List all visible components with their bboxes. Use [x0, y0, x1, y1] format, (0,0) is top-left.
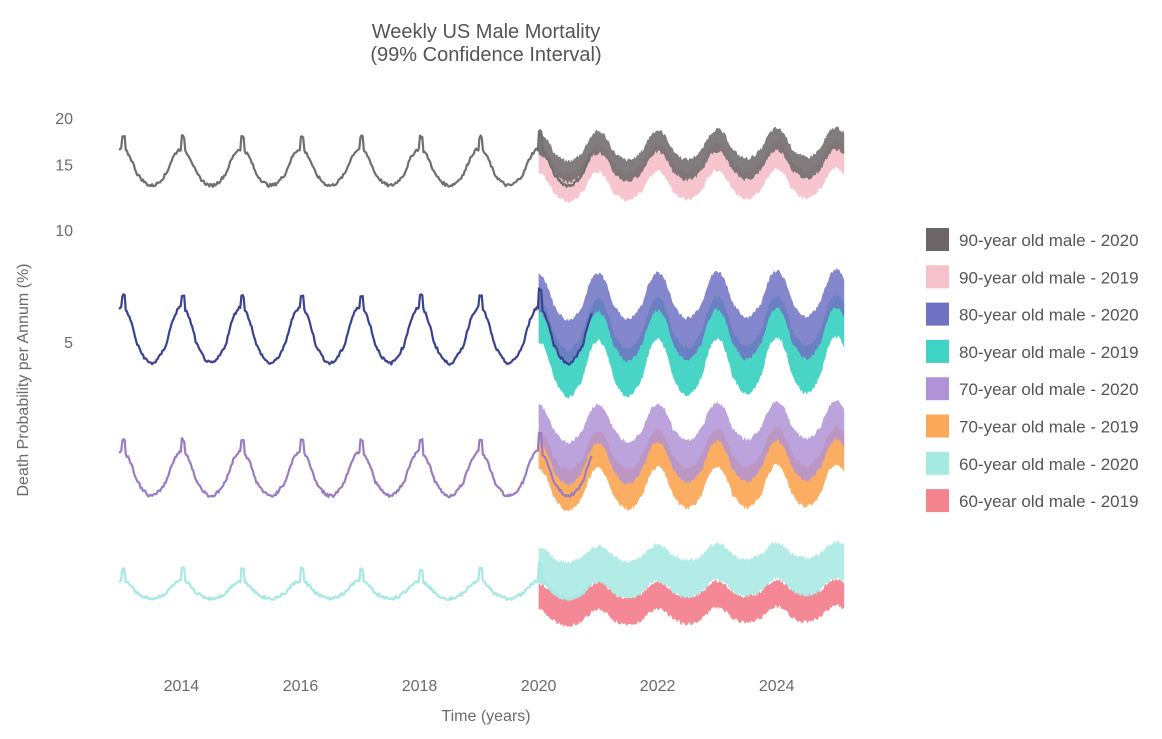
series-90-year-old-male — [118, 126, 845, 204]
legend-label: 60-year old male - 2019 — [959, 492, 1139, 511]
legend-label: 80-year old male - 2020 — [959, 306, 1139, 325]
legend-swatch — [926, 489, 949, 513]
history-line-60-year-old-male — [118, 561, 593, 602]
y-tick-label: 10 — [55, 223, 73, 240]
band-60-year-old-male---2020 — [538, 540, 845, 601]
legend-label: 60-year old male - 2020 — [959, 455, 1139, 474]
y-tick-label: 15 — [55, 157, 73, 174]
x-axis-title: Time (years) — [441, 708, 530, 725]
x-tick-label: 2020 — [521, 678, 557, 695]
legend-label: 90-year old male - 2019 — [959, 268, 1139, 287]
chart-title: Weekly US Male Mortality — [372, 21, 601, 43]
legend-label: 80-year old male - 2019 — [959, 343, 1139, 362]
legend-swatch — [926, 302, 949, 326]
band-70-year-old-male---2020 — [538, 399, 845, 487]
x-tick-label: 2018 — [402, 678, 438, 695]
legend-swatch — [926, 228, 949, 251]
band-60-year-old-male---2019 — [538, 577, 845, 628]
y-tick-label: 5 — [64, 335, 73, 352]
history-line-90-year-old-male — [118, 129, 593, 188]
legend-label: 70-year old male - 2019 — [959, 418, 1139, 437]
legend-swatch — [926, 451, 949, 475]
x-tick-label: 2022 — [640, 678, 676, 695]
series-80-year-old-male — [118, 268, 845, 400]
plot-area — [118, 126, 845, 628]
band-80-year-old-male---2020 — [538, 268, 845, 363]
history-line-70-year-old-male — [118, 431, 593, 499]
series-70-year-old-male — [118, 399, 845, 512]
legend: 90-year old male - 2020 90-year old male … — [926, 228, 1139, 513]
legend-swatch — [926, 265, 949, 289]
x-axis-ticks: 2014 2016 2018 2020 2022 2024 — [164, 678, 795, 695]
x-tick-label: 2016 — [283, 678, 319, 695]
legend-swatch — [926, 339, 949, 363]
x-tick-label: 2024 — [759, 678, 795, 695]
band-90-year-old-male---2020 — [538, 126, 845, 184]
series-60-year-old-male — [118, 540, 845, 628]
y-axis-ticks: 5 10 15 20 — [55, 111, 73, 352]
legend-label: 90-year old male - 2020 — [959, 231, 1139, 250]
y-tick-label: 20 — [55, 111, 73, 128]
y-axis-title: Death Probability per Annum (%) — [15, 264, 32, 497]
chart-subtitle: (99% Confidence Interval) — [370, 44, 601, 66]
legend-label: 70-year old male - 2020 — [959, 380, 1139, 399]
legend-swatch — [926, 377, 949, 401]
legend-swatch — [926, 414, 949, 438]
x-tick-label: 2014 — [164, 678, 200, 695]
history-line-80-year-old-male — [118, 287, 593, 366]
